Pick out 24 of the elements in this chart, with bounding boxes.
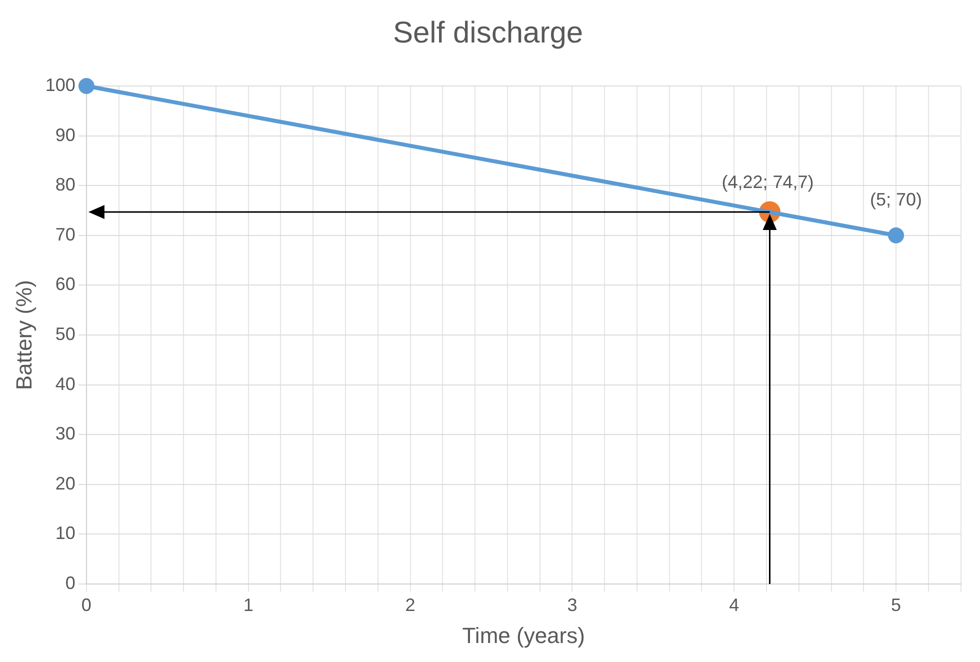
y-tick-label: 10: [55, 523, 76, 544]
y-tick-label: 0: [65, 572, 76, 593]
y-tick-label: 30: [55, 424, 76, 444]
y-axis-title: Battery (%): [11, 280, 36, 390]
x-axis-title: Time (years): [462, 622, 585, 648]
point: [78, 78, 94, 94]
x-tick-label: 0: [81, 594, 92, 615]
y-tick-label: 60: [55, 274, 76, 294]
point: [888, 227, 904, 244]
y-tick-label: 50: [55, 324, 76, 344]
y-tick-label: 90: [55, 124, 76, 145]
chart-title: Self discharge: [392, 16, 584, 50]
y-tick-label: 20: [55, 473, 76, 494]
x-tick-label: 5: [891, 594, 902, 615]
data-label: (4,22; 74,7): [722, 172, 814, 192]
x-tick-label: 3: [567, 594, 578, 615]
x-tick-label: 1: [243, 594, 254, 615]
y-tick-label: 100: [45, 74, 76, 95]
y-tick-label: 70: [55, 224, 76, 244]
x-tick-label: 2: [405, 594, 416, 615]
y-tick-label: 80: [55, 174, 76, 195]
y-tick-label: 40: [55, 374, 76, 394]
x-tick-label: 4: [729, 594, 740, 615]
data-label: (5; 70): [870, 189, 922, 210]
